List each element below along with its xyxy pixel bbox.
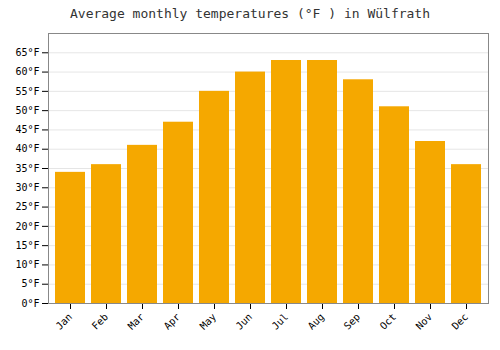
svg-text:40°F: 40°F (15, 143, 39, 154)
svg-text:Jul: Jul (270, 311, 291, 332)
svg-text:10°F: 10°F (15, 259, 39, 270)
svg-text:35°F: 35°F (15, 163, 39, 174)
svg-text:65°F: 65°F (15, 47, 39, 58)
svg-text:45°F: 45°F (15, 124, 39, 135)
svg-text:50°F: 50°F (15, 105, 39, 116)
svg-text:25°F: 25°F (15, 201, 39, 212)
svg-text:Apr: Apr (162, 311, 183, 332)
svg-text:55°F: 55°F (15, 86, 39, 97)
svg-text:30°F: 30°F (15, 182, 39, 193)
svg-text:15°F: 15°F (15, 240, 39, 251)
svg-text:Nov: Nov (414, 311, 435, 332)
svg-text:Oct: Oct (378, 311, 399, 332)
svg-text:Aug: Aug (306, 311, 327, 332)
svg-text:Jan: Jan (54, 311, 75, 332)
svg-text:20°F: 20°F (15, 221, 39, 232)
svg-text:Mar: Mar (126, 311, 147, 332)
svg-text:Sep: Sep (342, 311, 363, 332)
svg-text:Feb: Feb (90, 311, 111, 332)
svg-text:Jun: Jun (234, 311, 255, 332)
svg-text:0°F: 0°F (21, 298, 39, 309)
svg-text:60°F: 60°F (15, 66, 39, 77)
svg-text:5°F: 5°F (21, 278, 39, 289)
svg-text:May: May (198, 311, 219, 332)
html-text:Average monthly temperatures (: Average monthly temperatures (°F ) in Wü… (70, 6, 430, 21)
svg-text:Dec: Dec (450, 311, 471, 332)
